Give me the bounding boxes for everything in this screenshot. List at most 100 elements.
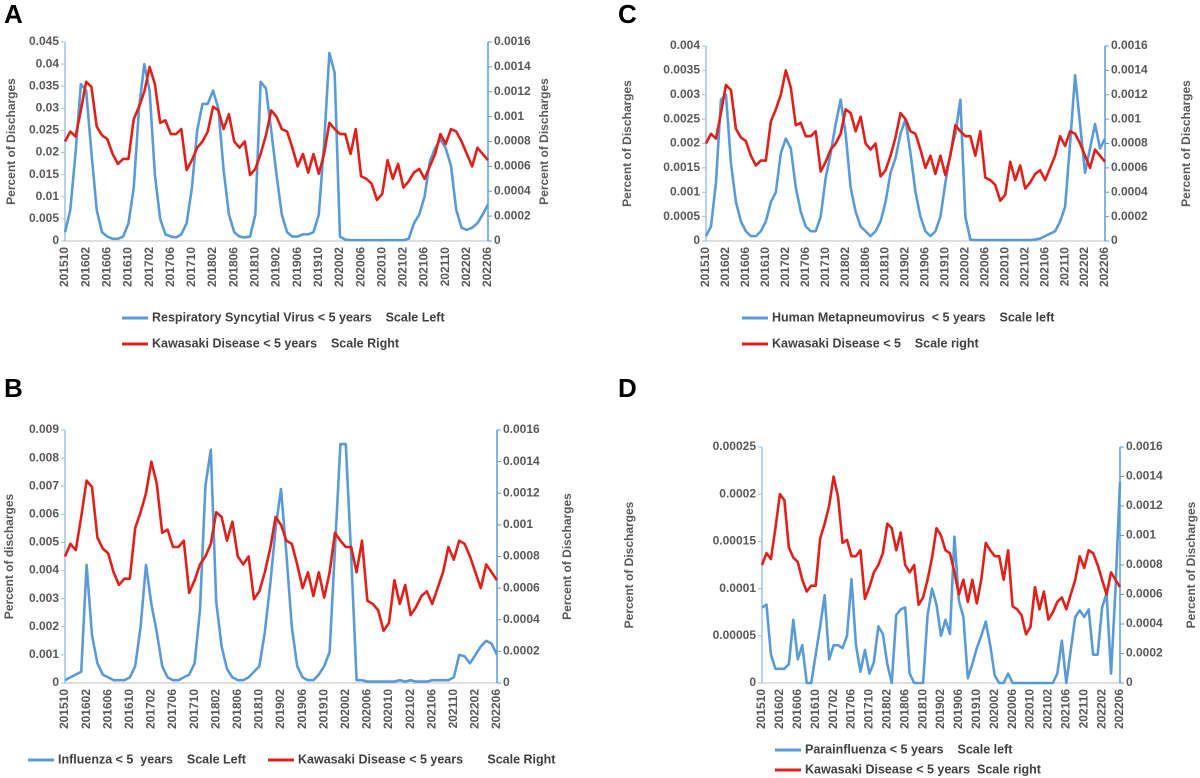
x-tick-label: 202102 (396, 247, 410, 287)
y2-axis-label: Percent of Discharges (1184, 501, 1198, 628)
y-tick-label: 0 (52, 675, 59, 689)
x-tick-label: 201802 (838, 247, 852, 287)
x-tick-label: 202006 (360, 689, 374, 729)
x-tick-label: 201910 (316, 689, 330, 729)
y2-tick-label: 0.0012 (494, 84, 531, 98)
x-tick-label: 201902 (898, 247, 912, 287)
x-tick-label: 202206 (1097, 247, 1111, 287)
x-tick-label: 201810 (915, 689, 929, 729)
x-tick-label: 201702 (142, 247, 156, 287)
y2-axis-label: Percent of Discharges (537, 78, 551, 205)
x-tick-label: 201602 (718, 247, 732, 287)
x-tick-label: 201706 (163, 247, 177, 287)
x-tick-label: 201806 (230, 689, 244, 729)
x-tick-label: 202010 (381, 689, 395, 729)
y2-tick-label: 0.001 (1111, 111, 1141, 125)
legend-label: Kawasaki Disease < 5 years Scale Right (298, 752, 556, 766)
x-tick-label: 201810 (878, 247, 892, 287)
series-line (761, 481, 1122, 685)
y-tick-label: 0.0005 (663, 209, 700, 223)
x-tick-label: 201610 (758, 247, 772, 287)
y2-tick-label: 0.0014 (1111, 63, 1148, 77)
y-tick-label: 0.006 (29, 507, 59, 521)
x-tick-label: 201606 (99, 247, 113, 287)
x-tick-label: 202002 (338, 689, 352, 729)
x-tick-label: 201606 (738, 247, 752, 287)
x-tick-label: 201610 (121, 247, 135, 287)
x-tick-label: 201910 (311, 247, 325, 287)
x-tick-label: 201710 (818, 247, 832, 287)
series-line (64, 442, 499, 683)
y2-tick-label: 0.0002 (1111, 209, 1148, 223)
x-tick-label: 201810 (248, 247, 262, 287)
x-tick-label: 202110 (446, 689, 460, 729)
x-tick-label: 201706 (844, 689, 858, 729)
y2-tick-label: 0.001 (1126, 528, 1156, 542)
y-tick-label: 0.015 (29, 167, 59, 181)
y-tick-label: 0.004 (29, 563, 59, 577)
x-tick-label: 202202 (1077, 247, 1091, 287)
x-tick-label: 201602 (78, 247, 92, 287)
x-tick-label: 201610 (122, 689, 136, 729)
y2-tick-label: 0.0014 (503, 454, 540, 468)
y-axis-label: Percent of Discharges (622, 501, 636, 628)
y2-tick-label: 0.0006 (494, 159, 531, 173)
panel-label: A (4, 0, 23, 29)
x-tick-label: 202006 (353, 247, 367, 287)
y2-tick-label: 0 (1111, 233, 1118, 247)
x-tick-label: 201702 (144, 689, 158, 729)
series-line (63, 65, 489, 202)
y2-tick-label: 0.0016 (1111, 38, 1148, 52)
y-tick-label: 0.005 (29, 211, 59, 225)
x-tick-label: 201510 (754, 689, 768, 729)
x-tick-label: 201906 (951, 689, 965, 729)
y2-tick-label: 0.001 (503, 517, 533, 531)
x-tick-label: 201710 (184, 247, 198, 287)
y-tick-label: 0.007 (29, 478, 59, 492)
x-tick-label: 201610 (808, 689, 822, 729)
y2-tick-label: 0.0012 (1111, 87, 1148, 101)
y2-tick-label: 0.0016 (1126, 439, 1163, 453)
y-tick-label: 0.03 (36, 101, 60, 115)
y-tick-label: 0.0025 (663, 111, 700, 125)
x-tick-label: 201910 (938, 247, 952, 287)
y-tick-label: 0 (693, 233, 700, 247)
x-tick-label: 201806 (226, 247, 240, 287)
panel-label: B (4, 373, 23, 403)
x-tick-label: 201802 (205, 247, 219, 287)
y-tick-label: 0 (749, 675, 756, 689)
y-tick-label: 0.001 (29, 647, 59, 661)
series-line (760, 475, 1122, 636)
x-tick-label: 201810 (252, 689, 266, 729)
y-axis-label: Percent of Discharges (620, 80, 634, 207)
y-tick-label: 0.01 (36, 189, 60, 203)
x-tick-label: 201806 (858, 247, 872, 287)
y-tick-label: 0.035 (29, 78, 59, 92)
x-tick-label: 202010 (374, 247, 388, 287)
x-tick-label: 201602 (79, 689, 93, 729)
y-tick-label: 0.001 (670, 184, 700, 198)
x-tick-label: 201902 (933, 689, 947, 729)
y-tick-label: 0.00025 (713, 439, 757, 453)
y2-tick-label: 0 (503, 675, 510, 689)
y2-tick-label: 0.0008 (1111, 136, 1148, 150)
x-tick-label: 202202 (1094, 689, 1108, 729)
y2-tick-label: 0.0006 (1111, 160, 1148, 174)
x-tick-label: 202010 (1023, 689, 1037, 729)
x-tick-label: 201510 (57, 689, 71, 729)
x-tick-label: 202102 (1017, 247, 1031, 287)
x-tick-label: 201802 (879, 689, 893, 729)
x-tick-label: 201710 (187, 689, 201, 729)
y-tick-label: 0.0001 (719, 581, 756, 595)
y-tick-label: 0.025 (29, 123, 59, 137)
x-tick-label: 202102 (1041, 689, 1055, 729)
x-tick-label: 202106 (417, 247, 431, 287)
x-tick-label: 201602 (772, 689, 786, 729)
x-tick-label: 201706 (798, 247, 812, 287)
y2-tick-label: 0.0008 (503, 549, 540, 563)
x-tick-label: 202110 (1057, 247, 1071, 287)
x-tick-label: 201706 (165, 689, 179, 729)
x-tick-label: 202206 (489, 689, 503, 729)
y2-tick-label: 0.0014 (1126, 469, 1163, 483)
x-tick-label: 201710 (862, 689, 876, 729)
